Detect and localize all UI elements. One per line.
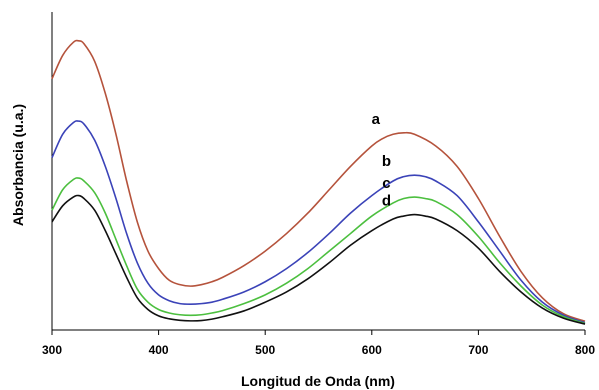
x-tick-label: 400 [149, 343, 169, 357]
y-axis-title: Absorbancia (u.a.) [10, 104, 26, 226]
series-line-d [51, 194, 586, 325]
x-tick-label: 500 [255, 343, 275, 357]
chart-series-labels: a bcd [372, 111, 391, 210]
series-line-b [51, 120, 586, 324]
series-label-c: c [382, 175, 390, 192]
x-tick-label: 800 [575, 343, 595, 357]
x-axis-title: Longitud de Onda (nm) [241, 373, 395, 389]
x-tick-label: 300 [42, 343, 62, 357]
chart-axes [51, 12, 586, 335]
series-label-a: a [372, 111, 381, 128]
x-tick-label: 700 [468, 343, 488, 357]
series-line-a [51, 39, 586, 322]
series-line-c [51, 177, 586, 325]
chart-tick-labels: 300 400 500 600 700 800 [42, 343, 595, 357]
series-label-d: d [382, 193, 391, 210]
chart-series [51, 39, 586, 325]
series-label-b: b [382, 153, 391, 170]
x-tick-label: 600 [362, 343, 382, 357]
